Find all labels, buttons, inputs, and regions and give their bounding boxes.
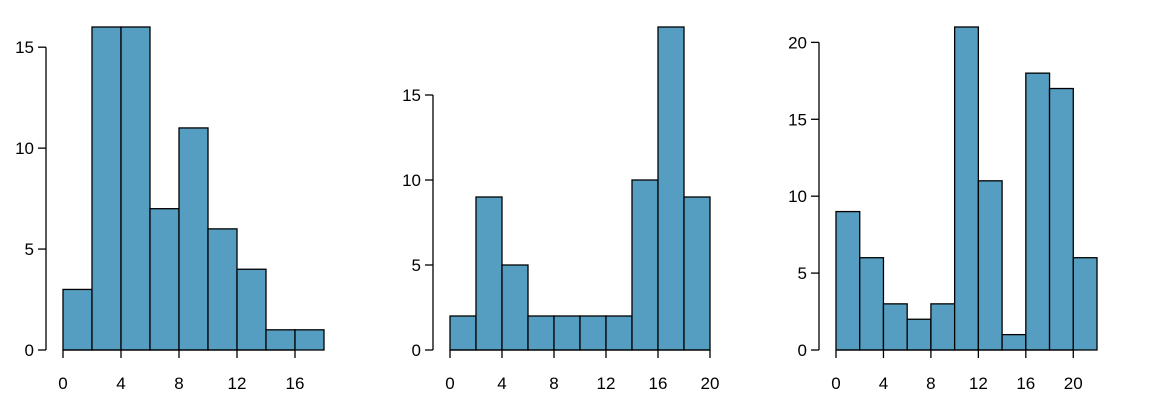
histogram-bar (527, 315, 555, 351)
histogram-bar (1048, 87, 1074, 351)
x-tick-label: 16 (649, 374, 668, 393)
histogram-bar (149, 208, 180, 351)
histogram-bar (657, 26, 685, 351)
histogram-bar (449, 315, 477, 351)
y-tick-label: 15 (788, 110, 807, 129)
histogram-bar (207, 228, 238, 351)
histogram-bar (835, 210, 861, 351)
y-tick-label: 10 (402, 171, 421, 190)
x-tick-label: 4 (879, 374, 888, 393)
histogram-bar (265, 329, 296, 351)
y-tick-label: 5 (25, 240, 34, 259)
histogram-bar (683, 196, 711, 351)
x-tick-label: 4 (116, 374, 125, 393)
y-tick-label: 5 (798, 264, 807, 283)
histogram-bar (1072, 257, 1098, 351)
histogram-bar (906, 318, 932, 351)
y-tick-label: 0 (412, 341, 421, 360)
histogram-left: 0 5 10 15 0 4 8 12 16 (15, 26, 325, 393)
y-tick-label: 15 (15, 38, 34, 57)
x-tick-label: 4 (497, 374, 506, 393)
histogram-bar (605, 315, 633, 351)
x-tick-label: 8 (549, 374, 558, 393)
histogram-bar (930, 303, 956, 351)
x-tick-label: 8 (926, 374, 935, 393)
histogram-bar (953, 26, 980, 351)
x-tick-label: 16 (1016, 374, 1035, 393)
histogram-bar (62, 288, 93, 351)
y-tick-label: 10 (788, 187, 807, 206)
histogram-bar (236, 268, 267, 351)
x-tick-label: 0 (831, 374, 840, 393)
y-tick-label: 20 (788, 33, 807, 52)
histogram-bar (120, 26, 151, 351)
x-tick-label: 20 (1064, 374, 1083, 393)
histogram-bar (977, 180, 1003, 351)
x-tick-label: 16 (286, 374, 305, 393)
histogram-bar (631, 179, 659, 351)
histogram-bar (1025, 72, 1051, 351)
histogram-middle: 0 5 10 15 0 4 8 12 16 20 (402, 26, 720, 393)
x-tick-label: 8 (174, 374, 183, 393)
y-tick-label: 0 (25, 341, 34, 360)
histogram-bar (294, 329, 325, 351)
histogram-bar (501, 264, 529, 351)
histogram-right: 0 5 10 15 20 0 4 8 12 16 20 (788, 26, 1098, 393)
histogram-bar (91, 26, 122, 351)
y-tick-label: 5 (412, 256, 421, 275)
histogram-bar (475, 196, 503, 351)
y-tick-label: 15 (402, 86, 421, 105)
histogram-bar (178, 127, 209, 351)
histogram-bar (579, 315, 607, 351)
x-tick-label: 12 (969, 374, 988, 393)
histogram-bar (882, 303, 908, 351)
y-tick-label: 0 (798, 341, 807, 360)
x-tick-label: 0 (445, 374, 454, 393)
x-tick-label: 20 (701, 374, 720, 393)
histogram-bar (859, 257, 885, 351)
histogram-bar (553, 315, 581, 351)
histogram-bar (1001, 333, 1027, 351)
x-tick-label: 12 (597, 374, 616, 393)
y-tick-label: 10 (15, 139, 34, 158)
x-tick-label: 0 (58, 374, 67, 393)
x-tick-label: 12 (228, 374, 247, 393)
